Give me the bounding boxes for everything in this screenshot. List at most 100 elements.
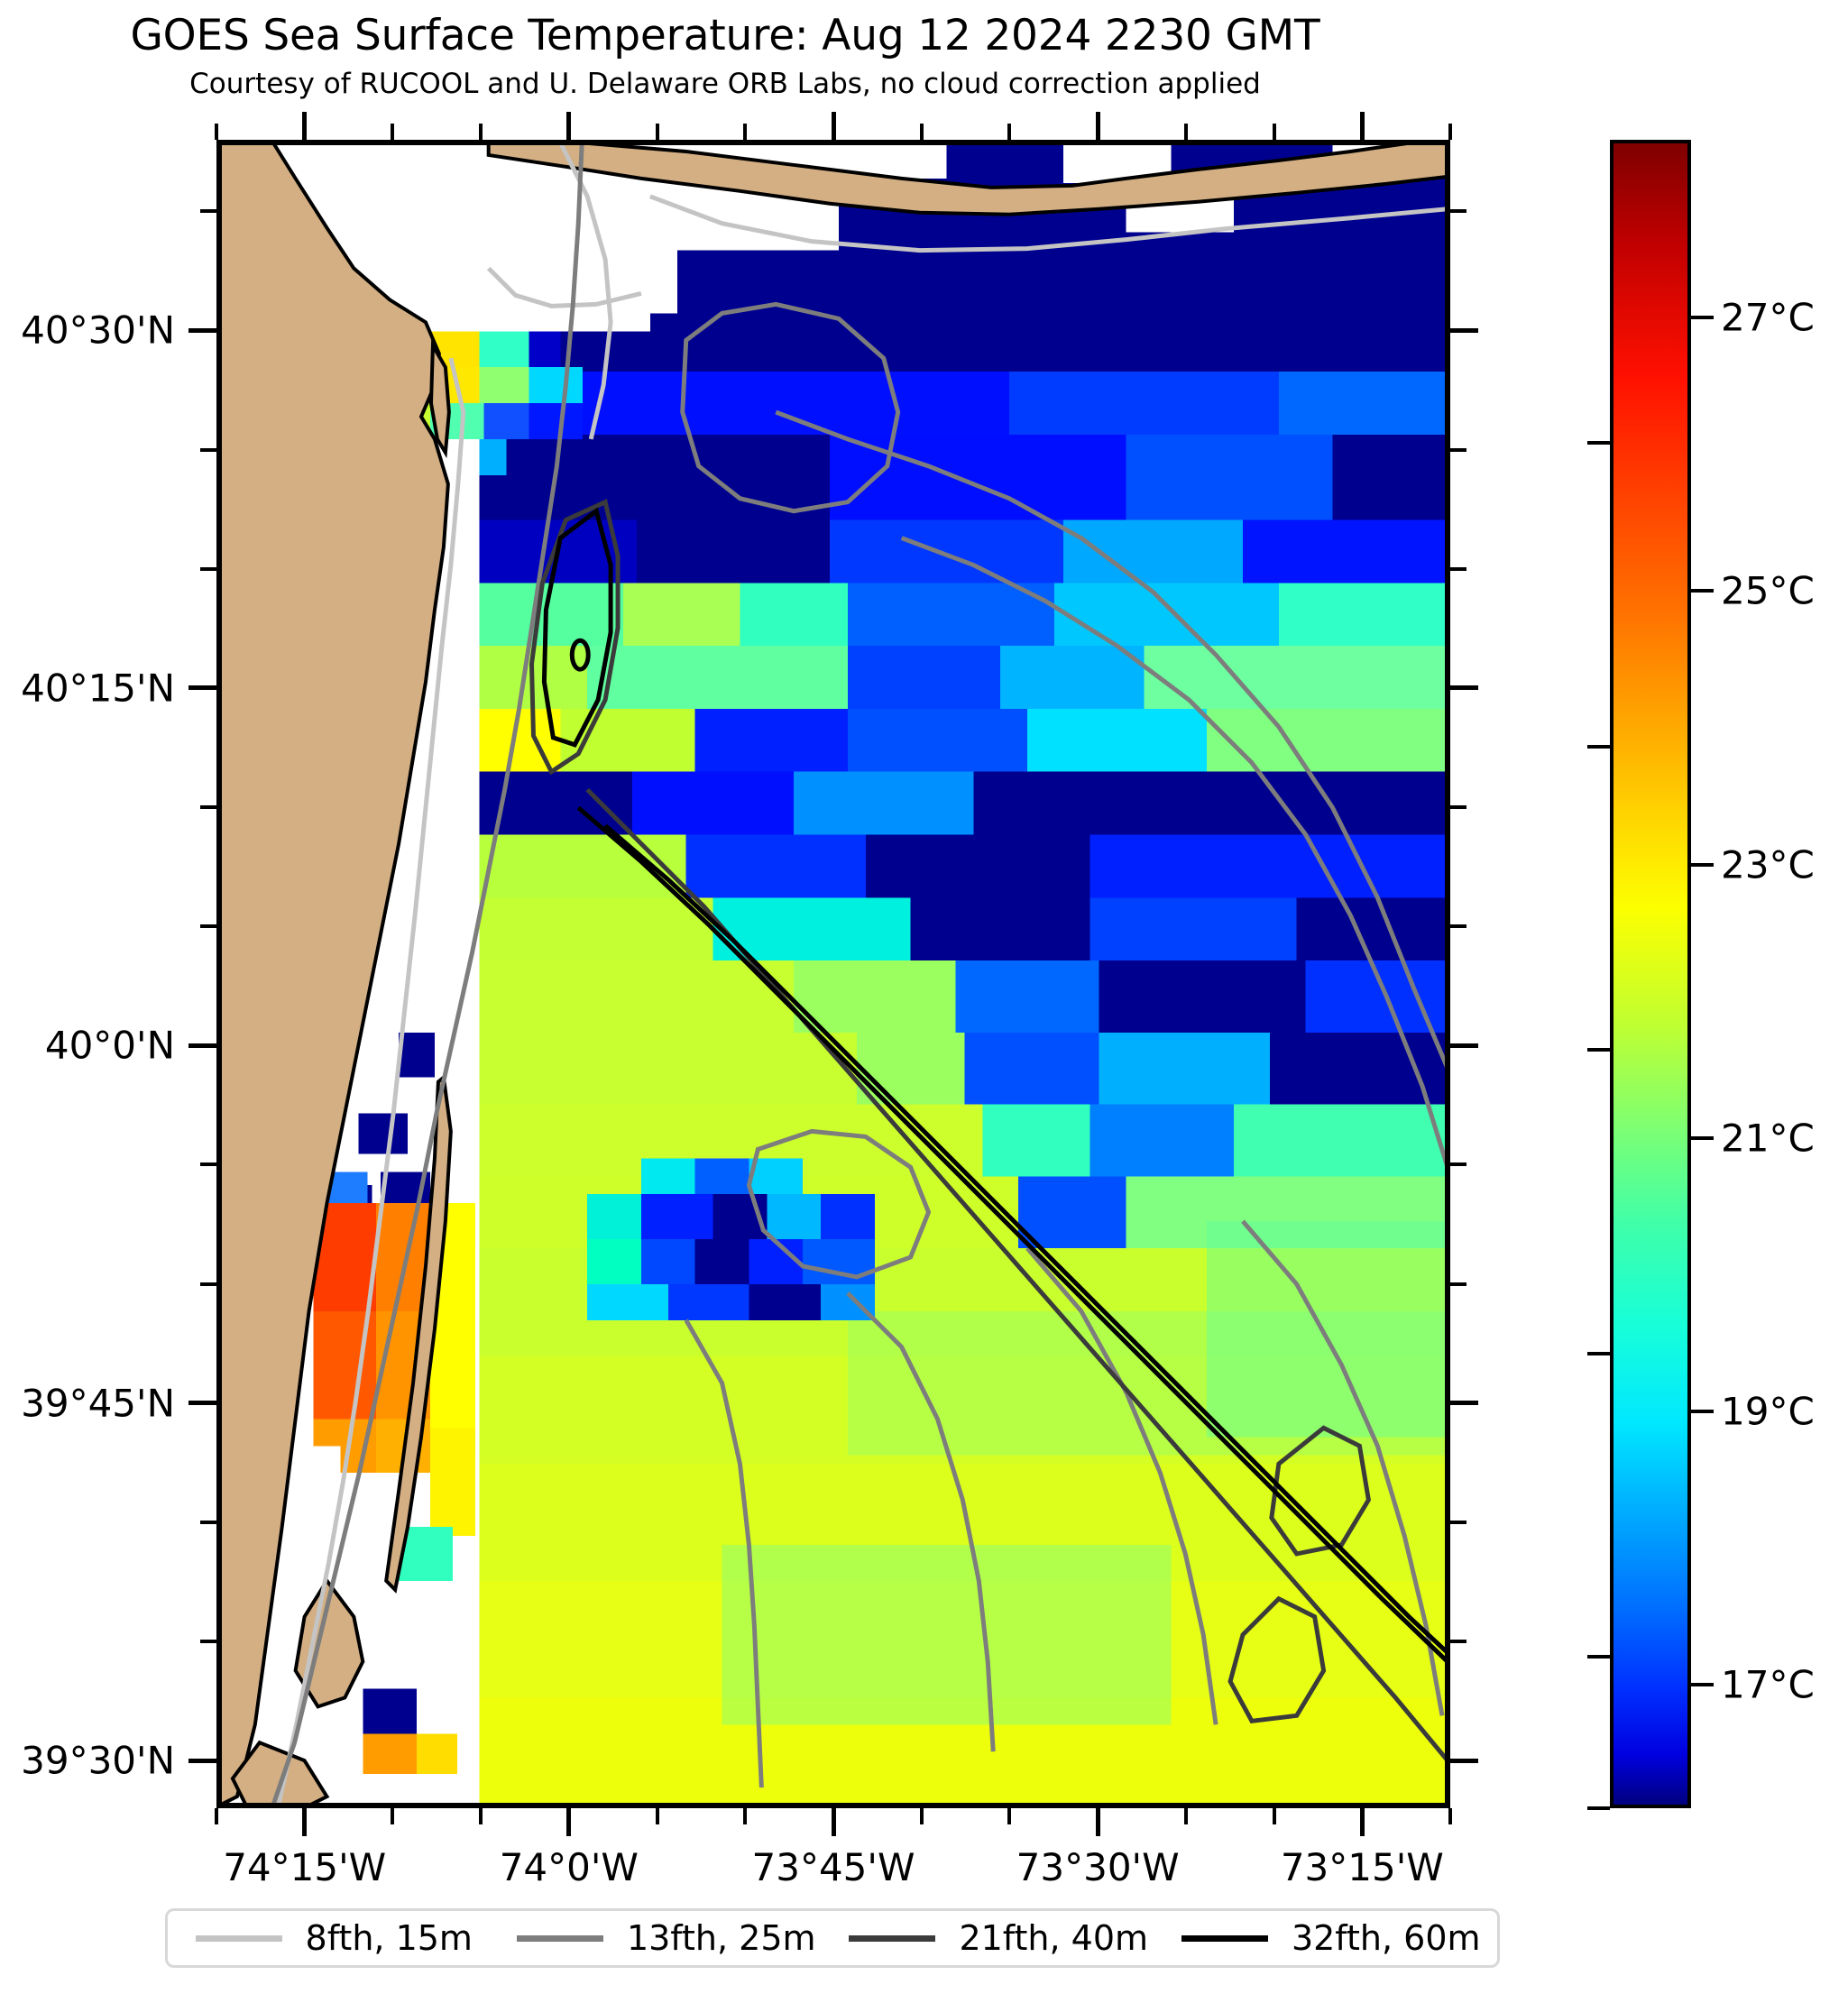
x-tick-minor-top-4 bbox=[743, 124, 748, 140]
contour-15m bbox=[276, 142, 1448, 1806]
colorbar-label-c-2: 23°C bbox=[1721, 842, 1815, 887]
x-tick-major-top-0 bbox=[302, 112, 308, 140]
colorbar-tick-c-3 bbox=[1691, 1136, 1714, 1141]
y-tick-major-right-2 bbox=[1450, 1043, 1478, 1048]
x-tick-minor-top-9 bbox=[1448, 124, 1452, 140]
colorbar-tick-f-0 bbox=[1587, 441, 1610, 446]
x-tick-major-top-2 bbox=[831, 112, 836, 140]
y-tick-minor-left-7 bbox=[200, 1520, 216, 1524]
y-tick-minor-right-1 bbox=[1450, 447, 1466, 452]
y-tick-major-right-0 bbox=[1450, 327, 1478, 333]
y-tick-minor-right-4 bbox=[1450, 924, 1466, 929]
colorbar-label-c-4: 19°C bbox=[1721, 1389, 1815, 1434]
y-tick-minor-right-5 bbox=[1450, 1162, 1466, 1167]
y-tick-minor-left-6 bbox=[200, 1282, 216, 1286]
y-tick-major-right-3 bbox=[1450, 1401, 1478, 1406]
legend-item-0[interactable]: 8fth, 15m bbox=[168, 1918, 501, 1958]
y-tick-major-left-0 bbox=[188, 327, 216, 333]
x-tick-major-bottom-3 bbox=[1095, 1808, 1100, 1836]
x-tick-minor-bottom-8 bbox=[1272, 1808, 1276, 1824]
x-axis-label-0: 74°15'W bbox=[223, 1845, 387, 1889]
colorbar[interactable] bbox=[1610, 140, 1691, 1808]
legend-label-0: 8fth, 15m bbox=[305, 1918, 473, 1958]
x-tick-major-bottom-2 bbox=[831, 1808, 836, 1836]
y-tick-minor-left-4 bbox=[200, 924, 216, 929]
contour-25m bbox=[271, 142, 1448, 1806]
x-tick-minor-bottom-1 bbox=[391, 1808, 395, 1824]
x-tick-minor-bottom-0 bbox=[215, 1808, 218, 1824]
x-tick-minor-bottom-5 bbox=[919, 1808, 924, 1824]
legend-item-1[interactable]: 13fth, 25m bbox=[501, 1918, 833, 1958]
y-axis-label-4: 39°30'N bbox=[21, 1738, 175, 1783]
x-tick-major-top-1 bbox=[566, 112, 572, 140]
x-tick-minor-bottom-3 bbox=[655, 1808, 659, 1824]
legend-label-3: 32fth, 60m bbox=[1291, 1918, 1481, 1958]
y-tick-minor-right-3 bbox=[1450, 805, 1466, 809]
x-axis-label-2: 73°45'W bbox=[751, 1845, 915, 1889]
legend-line-swatch-3 bbox=[1181, 1934, 1268, 1942]
colorbar-label-c-1: 25°C bbox=[1721, 568, 1815, 613]
bathymetry-contours bbox=[271, 142, 1448, 1806]
x-axis-label-4: 73°15'W bbox=[1280, 1845, 1444, 1889]
y-tick-minor-right-2 bbox=[1450, 566, 1466, 571]
x-tick-minor-bottom-9 bbox=[1448, 1808, 1452, 1824]
x-tick-minor-top-1 bbox=[391, 124, 395, 140]
x-tick-major-bottom-1 bbox=[566, 1808, 572, 1836]
x-tick-minor-top-8 bbox=[1272, 124, 1276, 140]
x-tick-minor-top-6 bbox=[1007, 124, 1012, 140]
page-title: GOES Sea Surface Temperature: Aug 12 202… bbox=[130, 11, 1320, 60]
y-axis-label-3: 39°45'N bbox=[21, 1381, 175, 1426]
land-polygons bbox=[219, 142, 1448, 1806]
colorbar-tick-f-5 bbox=[1587, 1806, 1610, 1810]
x-tick-minor-top-3 bbox=[655, 124, 659, 140]
x-tick-minor-top-0 bbox=[215, 124, 218, 140]
page-subtitle: Courtesy of RUCOOL and U. Delaware ORB L… bbox=[189, 68, 1261, 100]
x-axis-label-3: 73°30'W bbox=[1016, 1845, 1180, 1889]
sst-map-canvas bbox=[219, 142, 1448, 1806]
y-tick-minor-left-1 bbox=[200, 447, 216, 452]
y-tick-major-right-4 bbox=[1450, 1758, 1478, 1763]
y-axis-label-0: 40°30'N bbox=[21, 308, 175, 353]
contour-60m bbox=[541, 507, 1448, 1664]
y-tick-minor-left-3 bbox=[200, 805, 216, 809]
y-tick-minor-left-2 bbox=[200, 566, 216, 571]
y-tick-minor-right-7 bbox=[1450, 1520, 1466, 1524]
legend-line-swatch-0 bbox=[195, 1934, 282, 1942]
colorbar-tick-f-2 bbox=[1587, 1048, 1610, 1052]
legend-label-2: 21fth, 40m bbox=[959, 1918, 1149, 1958]
colorbar-tick-c-4 bbox=[1691, 1410, 1714, 1414]
x-tick-minor-bottom-4 bbox=[743, 1808, 748, 1824]
y-tick-minor-right-6 bbox=[1450, 1282, 1466, 1286]
x-tick-major-top-4 bbox=[1359, 112, 1365, 140]
legend-line-swatch-1 bbox=[516, 1934, 603, 1942]
sst-map-panel[interactable] bbox=[216, 140, 1450, 1808]
y-tick-minor-left-0 bbox=[200, 209, 216, 214]
legend-label-1: 13fth, 25m bbox=[626, 1918, 816, 1958]
x-tick-major-bottom-0 bbox=[302, 1808, 308, 1836]
bathymetry-legend[interactable]: 8fth, 15m 13fth, 25m 21fth, 40m 32fth, 60m bbox=[165, 1908, 1500, 1968]
x-tick-minor-bottom-2 bbox=[479, 1808, 483, 1824]
colorbar-gradient bbox=[1614, 143, 1687, 1805]
x-tick-minor-bottom-6 bbox=[1007, 1808, 1012, 1824]
y-tick-major-left-1 bbox=[188, 685, 216, 691]
y-tick-minor-right-8 bbox=[1450, 1640, 1466, 1643]
colorbar-label-c-3: 21°C bbox=[1721, 1116, 1815, 1161]
y-tick-minor-left-8 bbox=[200, 1640, 216, 1643]
legend-line-swatch-2 bbox=[849, 1934, 936, 1942]
x-tick-major-bottom-4 bbox=[1359, 1808, 1365, 1836]
x-tick-major-top-3 bbox=[1095, 112, 1100, 140]
x-tick-minor-top-5 bbox=[919, 124, 924, 140]
x-tick-minor-bottom-7 bbox=[1183, 1808, 1188, 1824]
colorbar-tick-f-1 bbox=[1587, 744, 1610, 749]
legend-item-2[interactable]: 21fth, 40m bbox=[832, 1918, 1165, 1958]
colorbar-tick-c-5 bbox=[1691, 1683, 1714, 1687]
legend-item-3[interactable]: 32fth, 60m bbox=[1165, 1918, 1498, 1958]
y-tick-major-left-3 bbox=[188, 1401, 216, 1406]
colorbar-tick-c-2 bbox=[1691, 862, 1714, 867]
y-tick-minor-right-0 bbox=[1450, 209, 1466, 214]
y-axis-label-1: 40°15'N bbox=[21, 666, 175, 711]
colorbar-label-c-0: 27°C bbox=[1721, 295, 1815, 340]
colorbar-tick-c-0 bbox=[1691, 316, 1714, 320]
x-tick-minor-top-2 bbox=[479, 124, 483, 140]
colorbar-tick-c-1 bbox=[1691, 589, 1714, 593]
